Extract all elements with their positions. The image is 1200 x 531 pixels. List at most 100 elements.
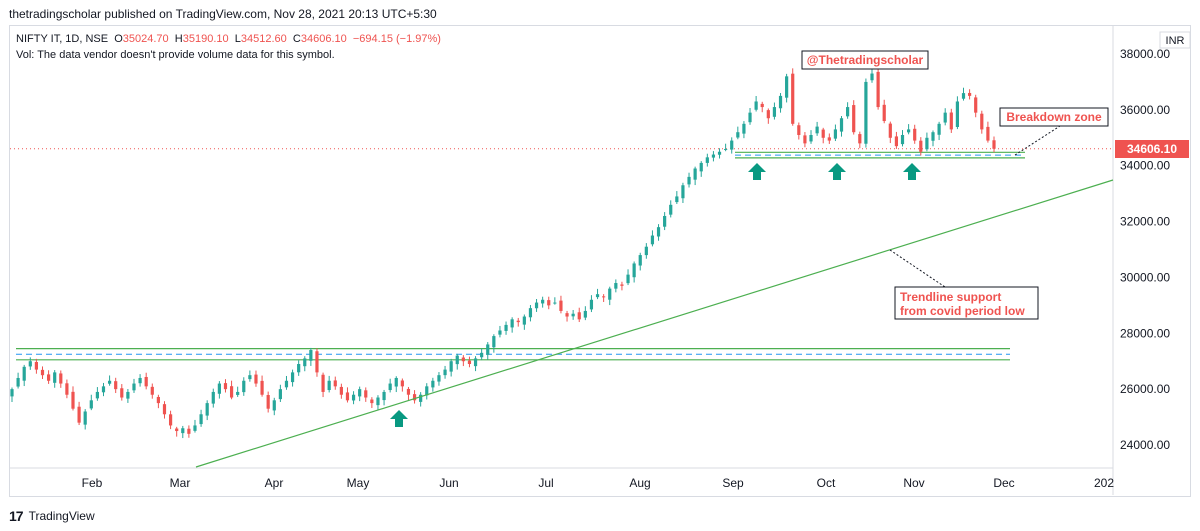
candle-body: [144, 376, 148, 387]
candle-body: [492, 336, 496, 348]
x-tick-label: Nov: [903, 476, 924, 490]
candle-body: [46, 374, 51, 381]
candle-body: [864, 81, 868, 144]
candle-body: [791, 73, 795, 124]
candle-body: [534, 302, 539, 309]
price-axis[interactable]: 24000.00 26000.00 28000.00 30000.00 32000.00…: [1120, 47, 1170, 452]
candle-body: [364, 390, 368, 398]
candle-body: [937, 123, 941, 135]
candle-body: [730, 140, 734, 150]
candle-body: [242, 380, 246, 393]
candle-body: [382, 391, 386, 401]
candle-body: [663, 215, 667, 227]
candle-body: [943, 112, 947, 123]
candle-body: [925, 137, 929, 150]
trendline-support: [195, 179, 1114, 468]
candle-body: [693, 168, 697, 180]
annotation-author-box: [801, 50, 929, 70]
candle-body: [272, 400, 276, 411]
x-tick-label: Dec: [993, 476, 1014, 490]
chart-frame[interactable]: [9, 25, 1191, 497]
candle-body: [156, 396, 160, 404]
candle-body: [461, 357, 465, 362]
candle-body: [376, 397, 380, 406]
high-value: 35190.10: [182, 33, 229, 45]
candle-body: [595, 294, 600, 298]
candle-body: [955, 101, 960, 127]
candle-body: [608, 288, 612, 300]
candle-body: [303, 358, 307, 367]
trendline-leader-line: [889, 249, 946, 288]
candle-body: [284, 380, 289, 388]
candle-body: [138, 377, 142, 384]
candle-body: [327, 380, 331, 391]
annotation-trendline-line2: from covid period low: [900, 304, 1025, 318]
candle-body: [632, 263, 636, 278]
candle-body: [809, 134, 813, 142]
candle-body: [266, 395, 270, 409]
candle-body: [181, 428, 185, 434]
candle-body: [626, 274, 630, 284]
low-value: 34512.60: [240, 33, 287, 45]
symbol-name: NIFTY IT, 1D, NSE: [16, 33, 109, 45]
candle-body: [34, 361, 38, 370]
x-tick-label: Jun: [439, 476, 458, 490]
candle-body: [120, 388, 124, 398]
arrow-up-icon: [748, 163, 766, 180]
symbol-legend: NIFTY IT, 1D, NSE O35024.70 H35190.10 L3…: [16, 31, 441, 63]
candle-body: [589, 299, 594, 310]
candle-body: [742, 123, 746, 134]
candle-body: [650, 235, 655, 245]
candle-body: [870, 73, 874, 81]
y-tick-label: 24000.00: [1120, 438, 1170, 452]
candle-body: [77, 406, 81, 423]
candle-body: [22, 366, 26, 381]
candle-body: [431, 380, 435, 388]
candle-body: [443, 369, 447, 376]
candle-body: [16, 377, 20, 387]
candle-body: [833, 129, 838, 139]
candle-body: [516, 320, 520, 323]
currency-badge[interactable]: [1159, 31, 1191, 49]
candle-body: [583, 310, 587, 318]
annotation-trendline-line1: Trendline support: [900, 290, 1001, 304]
candle-body: [602, 296, 606, 298]
annotation-breakdown[interactable]: Breakdown zone: [999, 107, 1109, 156]
candle-body: [986, 126, 990, 141]
candle-body: [126, 391, 130, 399]
candle-body: [101, 386, 106, 393]
x-tick-label: Oct: [817, 476, 836, 490]
candle-body: [425, 386, 429, 396]
candle-body: [504, 324, 508, 331]
breakdown-leader-line: [1014, 125, 1061, 156]
candle-body: [717, 151, 722, 155]
candle-body: [846, 107, 850, 117]
candle-body: [107, 380, 112, 384]
tradingview-logo-icon: 17: [9, 508, 24, 524]
change-value: −694.15 (−1.97%): [352, 33, 441, 45]
candle-body: [205, 403, 209, 416]
candle-body: [473, 358, 478, 367]
annotation-author[interactable]: @Thetradingscholar: [801, 50, 929, 70]
candle-body: [656, 227, 661, 237]
candle-body: [675, 196, 679, 203]
annotation-trendline[interactable]: Trendline support from covid period low: [889, 249, 1039, 320]
x-tick-label: Apr: [265, 476, 284, 490]
candle-body: [711, 154, 716, 158]
candle-body: [199, 414, 203, 425]
time-axis[interactable]: Feb Mar Apr May Jun Jul Aug Sep Oct Nov Dec 202: [82, 476, 1115, 490]
candle-body: [931, 132, 935, 141]
candle-body: [388, 383, 392, 391]
candle-body: [961, 93, 966, 99]
candle-body: [754, 101, 758, 110]
candle-body: [480, 352, 484, 358]
candle-body: [260, 380, 264, 395]
candle-body: [900, 134, 905, 145]
candle-body: [687, 176, 691, 185]
close-value: 34606.10: [300, 33, 347, 45]
candle-body: [211, 391, 215, 404]
candle-body: [248, 375, 252, 380]
candle-body: [229, 386, 234, 398]
candle-body: [175, 428, 179, 432]
